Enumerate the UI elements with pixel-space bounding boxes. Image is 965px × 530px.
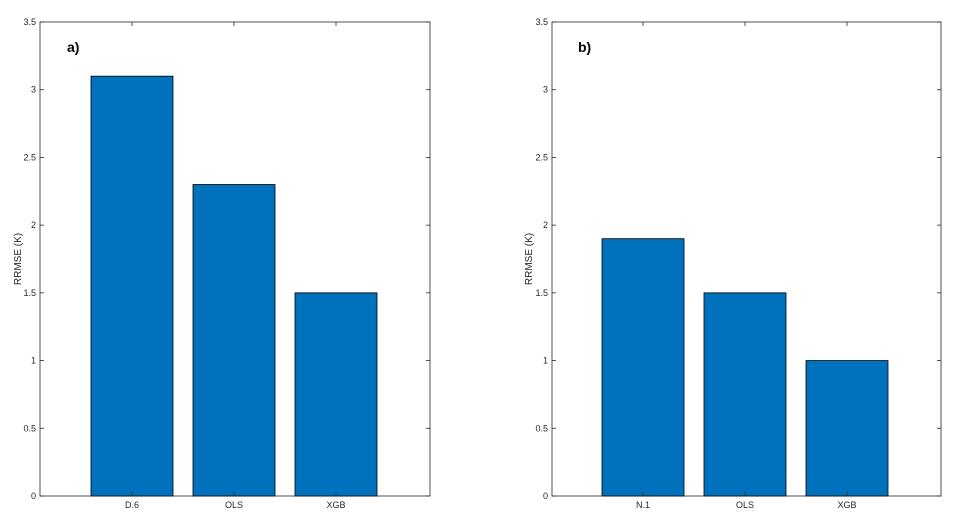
chart-b: 0 0.5 1 1.5 2 2.5 3 3.5 N.1 OLS XGB RRMSE (K) b) bbox=[524, 17, 942, 510]
chart-a-x-tick-label: D.6 bbox=[125, 500, 139, 510]
chart-a-panel-label: a) bbox=[67, 39, 79, 55]
chart-b-bar-n1 bbox=[601, 238, 685, 497]
chart-b-panel-label: b) bbox=[578, 39, 591, 55]
chart-a-y-tick-label: 1.5 bbox=[23, 288, 36, 298]
chart-a-y-tick-label: 3 bbox=[31, 85, 36, 95]
chart-a-y-ticks: 0 0.5 1 1.5 2 2.5 3 3.5 bbox=[23, 17, 430, 501]
chart-a-y-tick-label: 0.5 bbox=[23, 423, 36, 433]
chart-b-y-tick-label: 3 bbox=[543, 85, 548, 95]
chart-b-bars bbox=[601, 238, 889, 497]
chart-a-bar-ols bbox=[192, 184, 276, 497]
chart-a-x-ticks: D.6 OLS XGB bbox=[125, 22, 346, 510]
chart-a-y-axis-title: RRMSE (K) bbox=[13, 233, 24, 285]
chart-b-y-tick-label: 1 bbox=[543, 356, 548, 366]
chart-b-y-tick-label: 0.5 bbox=[535, 423, 548, 433]
chart-b-y-tick-label: 0 bbox=[543, 491, 548, 501]
chart-b-x-ticks: N.1 OLS XGB bbox=[636, 22, 857, 510]
chart-b-y-tick-label: 3.5 bbox=[535, 17, 548, 27]
chart-a-y-tick-label: 1 bbox=[31, 356, 36, 366]
chart-b-y-ticks: 0 0.5 1 1.5 2 2.5 3 3.5 bbox=[535, 17, 941, 501]
chart-b-y-tick-label: 2.5 bbox=[535, 152, 548, 162]
chart-b-x-tick-label: OLS bbox=[736, 500, 754, 510]
chart-a-x-tick-label: XGB bbox=[326, 500, 345, 510]
chart-a-x-tick-label: OLS bbox=[225, 500, 243, 510]
chart-a-y-tick-label: 0 bbox=[31, 491, 36, 501]
chart-b-x-tick-label: XGB bbox=[837, 500, 856, 510]
chart-a-y-tick-label: 2 bbox=[31, 220, 36, 230]
chart-b-bar-xgb bbox=[805, 360, 889, 497]
chart-a-y-tick-label: 2.5 bbox=[23, 152, 36, 162]
chart-a-y-tick-label: 3.5 bbox=[23, 17, 36, 27]
chart-a-bar-xgb bbox=[294, 292, 378, 497]
chart-a: 0 0.5 1 1.5 2 2.5 3 3.5 D.6 OLS XGB RRMSE (K) a) bbox=[13, 17, 431, 510]
chart-b-y-tick-label: 2 bbox=[543, 220, 548, 230]
chart-b-x-tick-label: N.1 bbox=[636, 500, 650, 510]
chart-b-y-tick-label: 1.5 bbox=[535, 288, 548, 298]
chart-a-bar-d6 bbox=[90, 75, 174, 497]
chart-a-bars bbox=[90, 75, 378, 497]
chart-b-bar-ols bbox=[703, 292, 787, 497]
chart-b-y-axis-title: RRMSE (K) bbox=[524, 233, 535, 285]
